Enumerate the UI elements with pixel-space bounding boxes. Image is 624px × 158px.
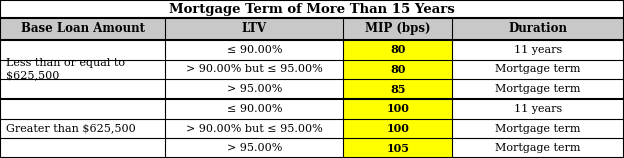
Text: 100: 100	[386, 123, 409, 134]
Text: Base Loan Amount: Base Loan Amount	[21, 22, 145, 36]
Text: 80: 80	[390, 64, 406, 75]
Bar	[343, 40, 452, 60]
Text: 80: 80	[390, 44, 406, 55]
Text: ≤ 90.00%: ≤ 90.00%	[227, 104, 282, 114]
Text: LTV: LTV	[241, 22, 267, 36]
Text: Mortgage term: Mortgage term	[495, 143, 581, 153]
Bar	[343, 79, 452, 99]
Bar	[343, 60, 452, 79]
Text: > 90.00% but ≤ 95.00%: > 90.00% but ≤ 95.00%	[186, 124, 323, 134]
Bar	[343, 138, 452, 158]
Text: Mortgage Term of More Than 15 Years: Mortgage Term of More Than 15 Years	[169, 3, 455, 15]
Text: 11 years: 11 years	[514, 45, 562, 55]
Text: Duration: Duration	[509, 22, 568, 36]
Bar	[0, 18, 624, 40]
Text: ≤ 90.00%: ≤ 90.00%	[227, 45, 282, 55]
Text: Less than or equal to
$625,500: Less than or equal to $625,500	[6, 58, 125, 81]
Text: Mortgage term: Mortgage term	[495, 124, 581, 134]
Text: Mortgage term: Mortgage term	[495, 64, 581, 75]
Text: > 90.00% but ≤ 95.00%: > 90.00% but ≤ 95.00%	[186, 64, 323, 75]
Text: > 95.00%: > 95.00%	[227, 84, 282, 94]
Text: Mortgage term: Mortgage term	[495, 84, 581, 94]
Text: 105: 105	[386, 143, 409, 154]
Text: 11 years: 11 years	[514, 104, 562, 114]
Text: 100: 100	[386, 103, 409, 114]
Bar	[343, 119, 452, 138]
Text: > 95.00%: > 95.00%	[227, 143, 282, 153]
Text: 85: 85	[390, 84, 406, 95]
Text: MIP (bps): MIP (bps)	[365, 22, 431, 36]
Text: Greater than $625,500: Greater than $625,500	[6, 124, 136, 134]
Bar	[343, 99, 452, 119]
